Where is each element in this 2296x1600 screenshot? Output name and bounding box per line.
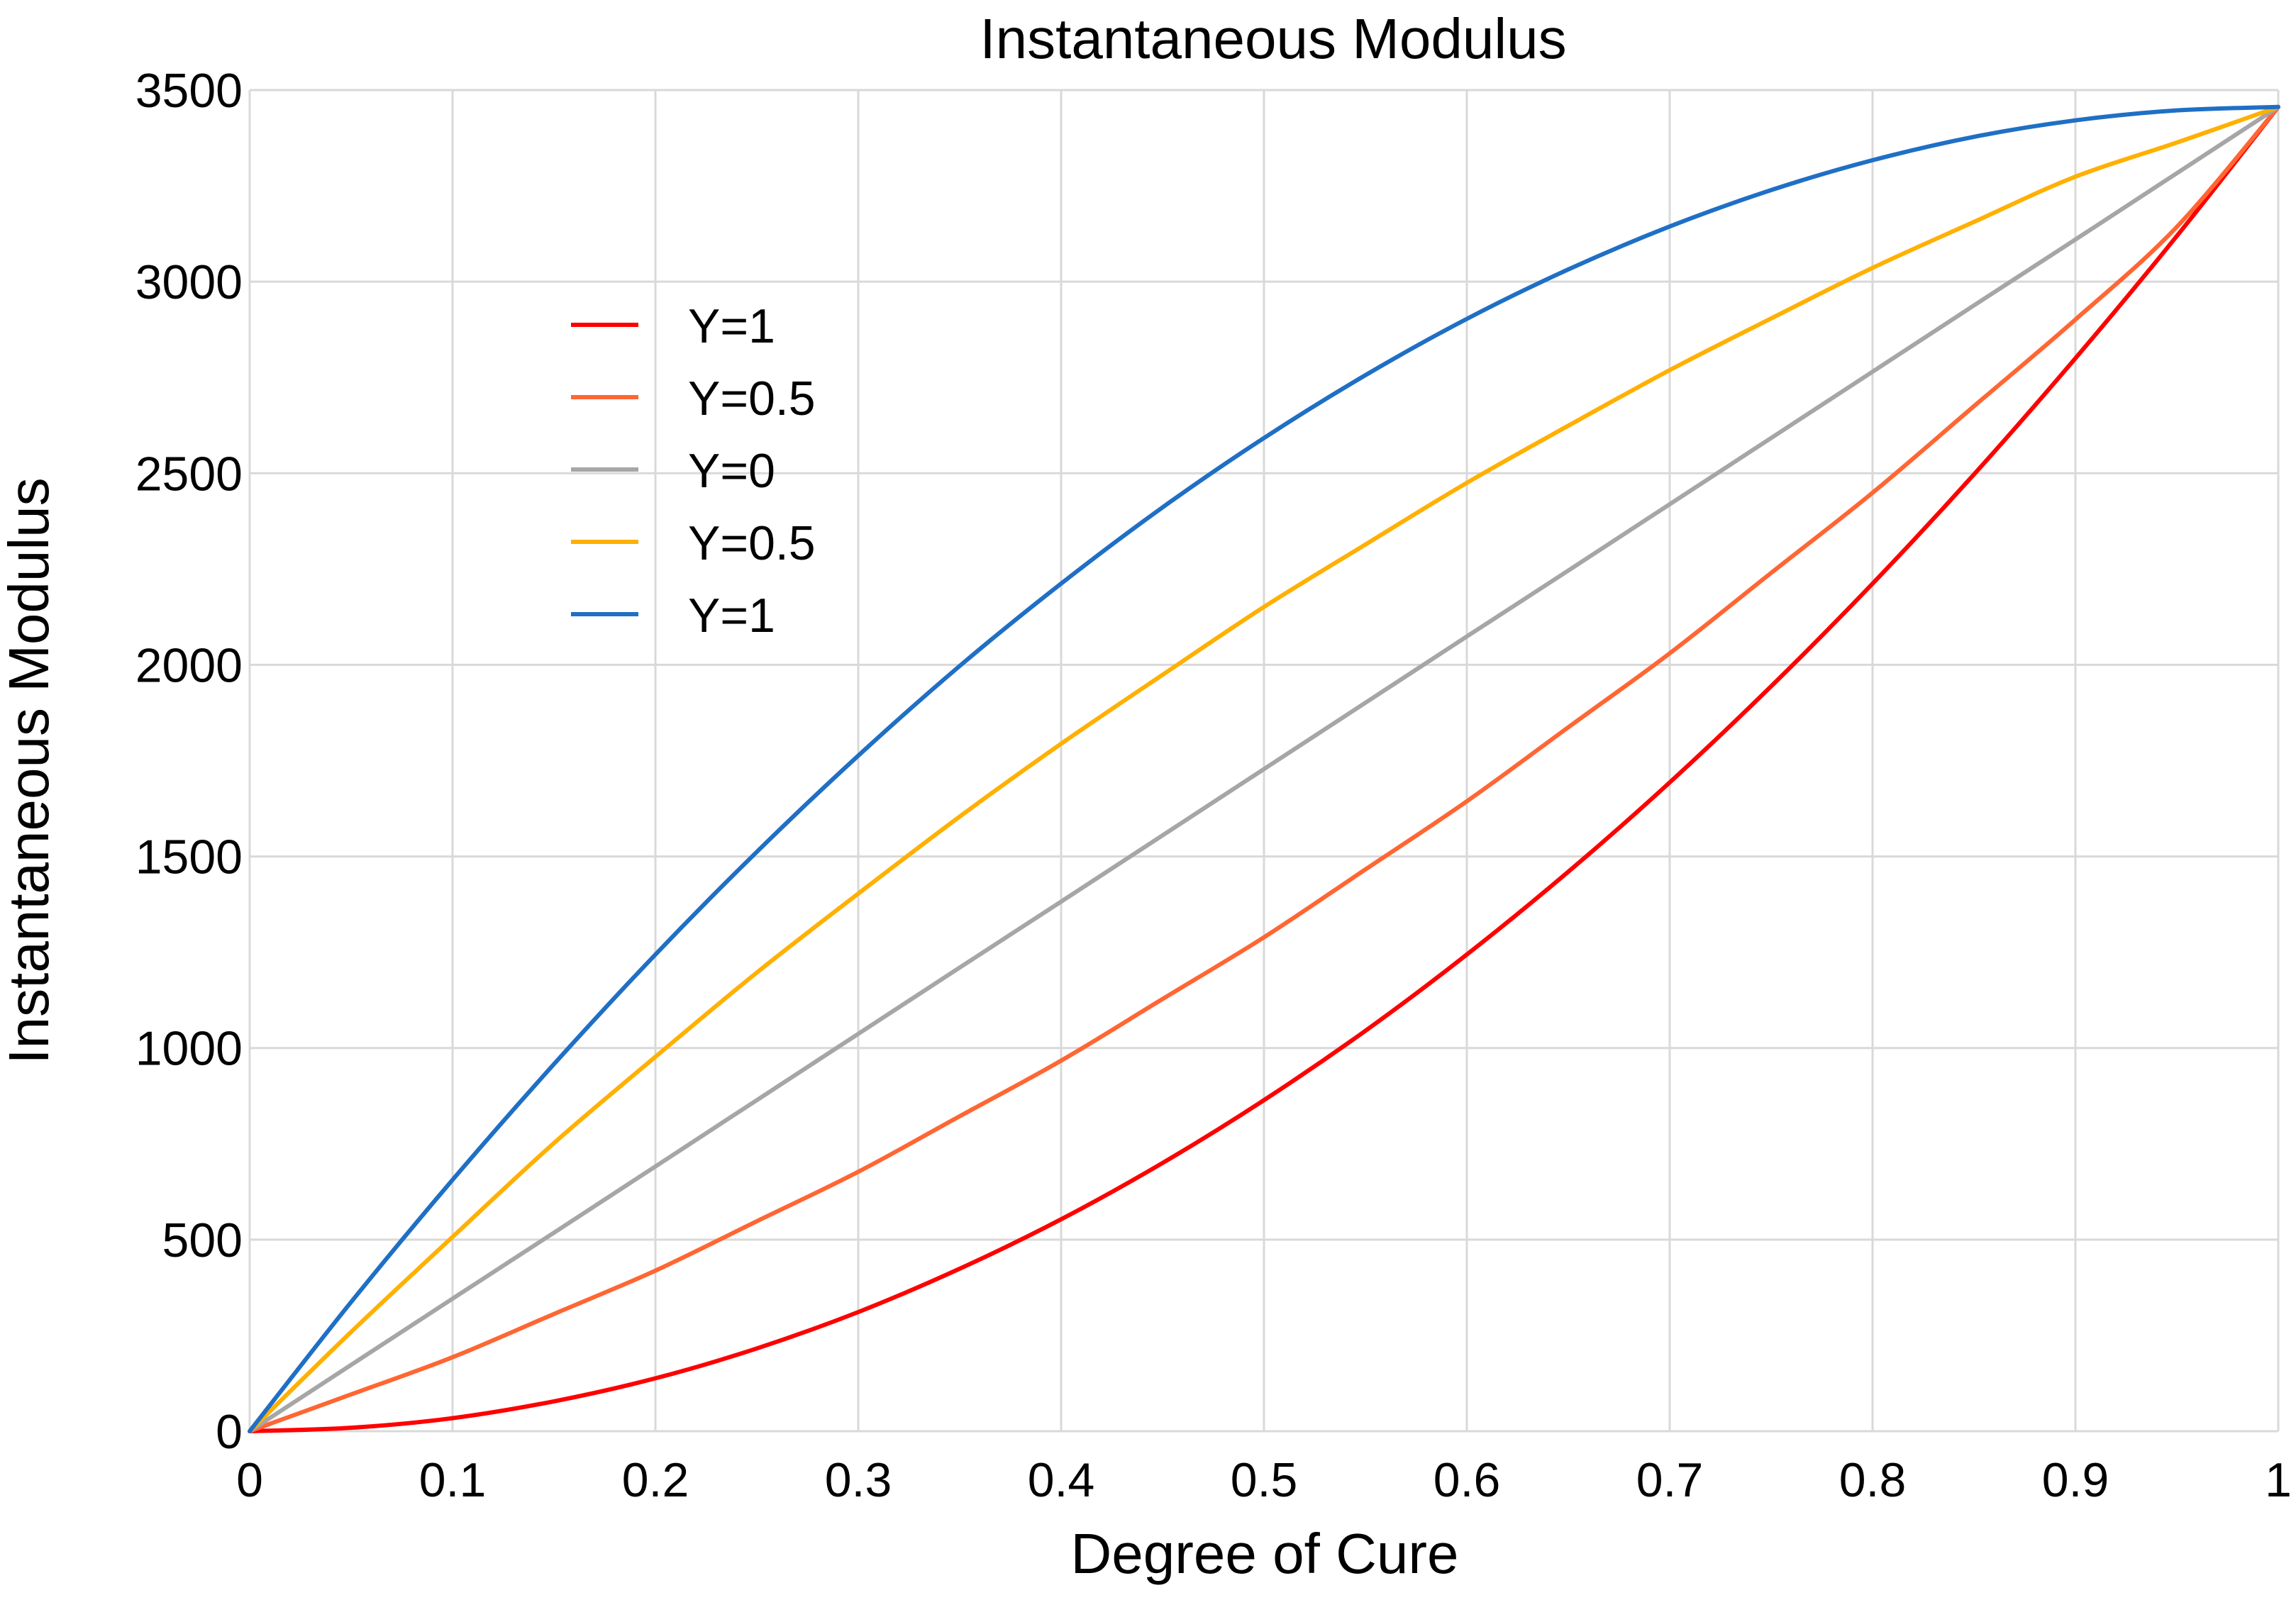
y-tick-labels: 0 500 1000 1500 2000 2500 3000 3500 bbox=[135, 64, 243, 1459]
chart-title: Instantaneous Modulus bbox=[980, 7, 1566, 70]
legend-label-2: Y=0.5 bbox=[688, 372, 816, 426]
x-tick-label: 0.8 bbox=[1839, 1453, 1907, 1507]
x-tick-label: 0 bbox=[236, 1453, 263, 1507]
gridlines bbox=[248, 89, 2280, 1433]
legend-label-4: Y=0.5 bbox=[688, 516, 816, 570]
x-tick-label: 0.1 bbox=[419, 1453, 487, 1507]
series-lines bbox=[248, 104, 2280, 1433]
x-tick-labels: 0 0.1 0.2 0.3 0.4 0.5 0.6 0.7 0.8 0.9 1 bbox=[236, 1453, 2292, 1507]
legend-label-1: Y=1 bbox=[688, 299, 775, 353]
legend-label-5: Y=1 bbox=[688, 589, 775, 643]
x-tick-label: 0.9 bbox=[2042, 1453, 2109, 1507]
x-tick-label: 0.6 bbox=[1433, 1453, 1501, 1507]
series-line-1 bbox=[248, 104, 2280, 1433]
x-tick-label: 0.3 bbox=[825, 1453, 892, 1507]
x-tick-label: 0.2 bbox=[622, 1453, 689, 1507]
x-axis-title: Degree of Cure bbox=[1071, 1522, 1459, 1585]
y-tick-label: 3000 bbox=[135, 255, 243, 309]
x-tick-label: 0.5 bbox=[1231, 1453, 1298, 1507]
y-tick-label: 1500 bbox=[135, 830, 243, 884]
x-tick-label: 0.7 bbox=[1636, 1453, 1704, 1507]
series-line-4 bbox=[248, 104, 2280, 1433]
legend: Y=1 Y=0.5 Y=0 Y=0.5 Y=1 bbox=[571, 299, 816, 643]
y-tick-label: 2500 bbox=[135, 447, 243, 501]
y-tick-label: 500 bbox=[162, 1213, 243, 1267]
x-tick-label: 0.4 bbox=[1028, 1453, 1095, 1507]
series-line-5 bbox=[248, 104, 2280, 1433]
legend-label-3: Y=0 bbox=[688, 444, 775, 498]
y-tick-label: 3500 bbox=[135, 64, 243, 118]
x-tick-label: 1 bbox=[2265, 1453, 2292, 1507]
y-tick-label: 0 bbox=[216, 1405, 243, 1459]
series-line-3 bbox=[248, 104, 2280, 1433]
series-line-2 bbox=[248, 104, 2280, 1433]
y-axis-title: Instantaneous Modulus bbox=[0, 477, 60, 1064]
y-tick-label: 1000 bbox=[135, 1022, 243, 1076]
y-tick-label: 2000 bbox=[135, 638, 243, 692]
